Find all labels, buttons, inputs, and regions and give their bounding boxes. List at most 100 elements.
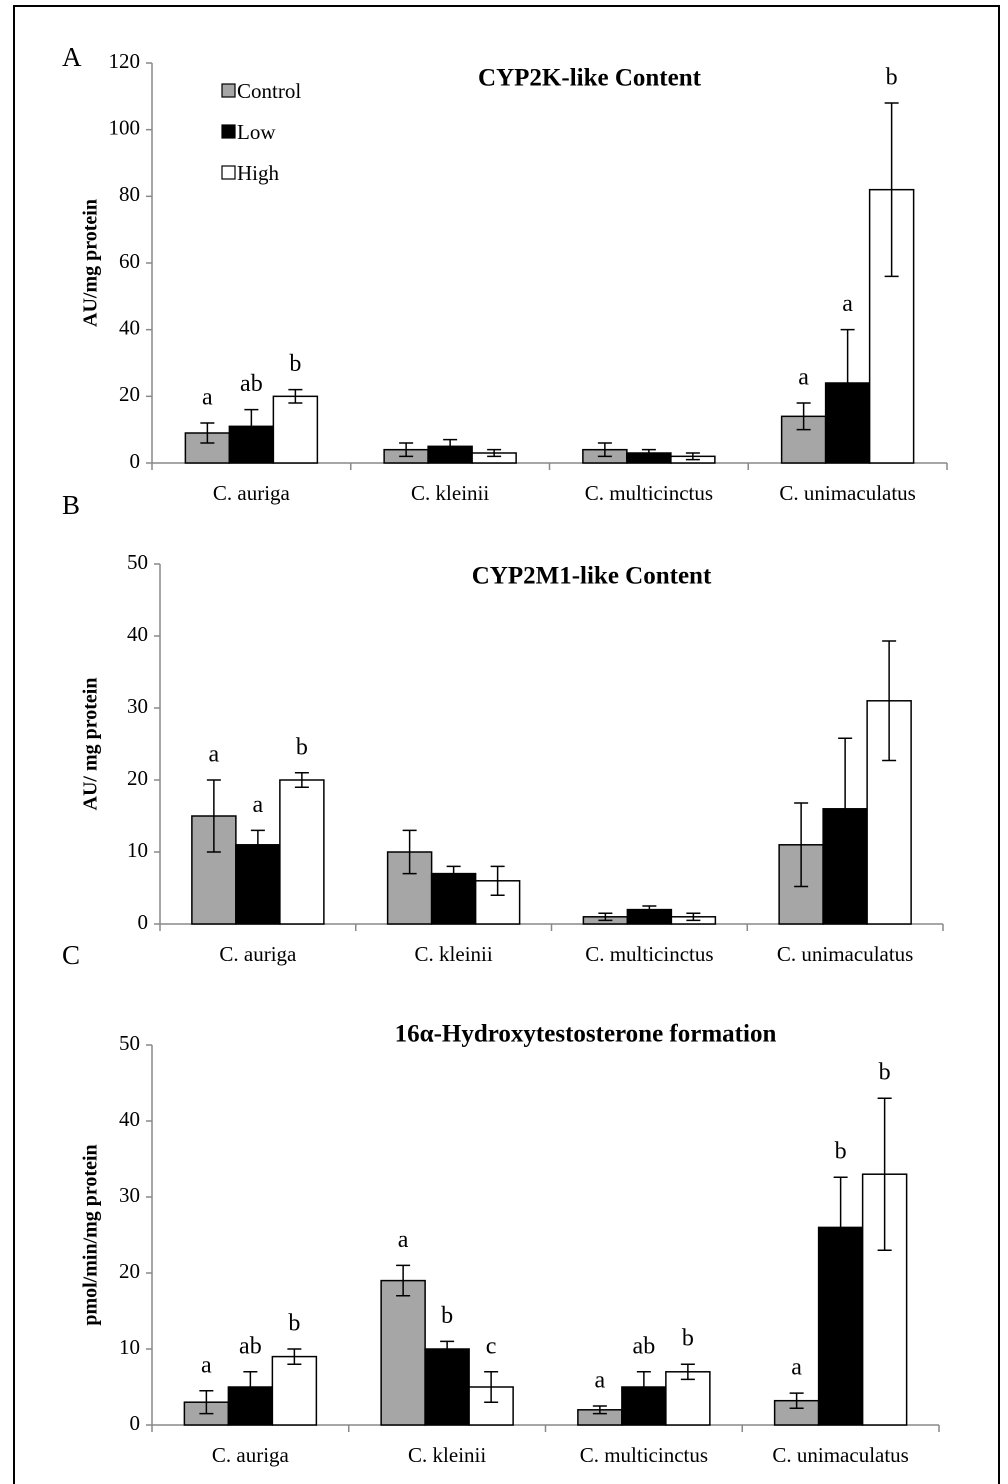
error-bar (287, 1348, 302, 1365)
significance-letter: b (835, 1139, 847, 1165)
y-tick-label: 40 (127, 622, 148, 646)
x-tick-label: C. auriga (213, 481, 291, 505)
bar (380, 1279, 426, 1426)
significance-letter: b (886, 65, 898, 91)
error-bar (641, 448, 656, 458)
x-tick-label: C. multicinctus (580, 1443, 708, 1467)
error-bar (636, 1371, 651, 1403)
error-bar (206, 779, 221, 853)
chart-title: CYP2M1-like Content (472, 563, 712, 590)
significance-letter: a (209, 742, 220, 768)
error-bar (882, 640, 897, 762)
error-bar (598, 912, 613, 922)
y-tick-label: 20 (119, 382, 140, 406)
y-tick-label: 30 (127, 694, 148, 718)
error-bar (597, 442, 612, 458)
y-tick-label: 0 (130, 1411, 141, 1435)
legend-label: High (237, 161, 280, 185)
significance-letter: b (682, 1326, 694, 1352)
y-axis-label: AU/ mg protein (80, 678, 102, 811)
error-bar (244, 408, 259, 444)
error-bar (642, 905, 657, 914)
y-tick-label: 120 (109, 49, 141, 73)
significance-letter: c (486, 1333, 497, 1359)
panel-label: C (62, 940, 80, 970)
error-bar (685, 452, 700, 461)
significance-letter: ab (240, 371, 263, 397)
y-tick-label: 20 (127, 766, 148, 790)
error-bar (840, 328, 855, 438)
error-bar (592, 1405, 607, 1415)
y-tick-label: 80 (119, 182, 140, 206)
x-tick-label: C. unimaculatus (772, 1443, 908, 1467)
error-bar (446, 865, 461, 882)
error-bar (884, 102, 899, 278)
significance-letter: b (296, 734, 308, 760)
legend-label: Control (237, 79, 301, 103)
y-tick-label: 30 (119, 1183, 140, 1207)
legend-swatch (221, 83, 236, 98)
legend-label: Low (237, 120, 276, 144)
error-bar (686, 912, 701, 922)
x-tick-label: C. kleinii (415, 942, 493, 966)
bar (665, 1371, 711, 1426)
panel-label: B (62, 490, 80, 520)
significance-letter: a (202, 385, 213, 411)
significance-letter: a (201, 1352, 212, 1378)
error-bar (789, 1392, 804, 1410)
y-tick-label: 10 (127, 838, 148, 862)
error-bar (796, 402, 811, 431)
error-bar (288, 388, 303, 404)
legend-swatch (221, 124, 236, 139)
error-bar (833, 1176, 848, 1279)
error-bar (484, 1371, 499, 1403)
error-bar (250, 829, 265, 860)
error-bar (794, 802, 809, 888)
significance-letter: a (842, 291, 853, 317)
chart-title: CYP2K-like Content (478, 65, 702, 92)
y-tick-label: 50 (119, 1031, 140, 1055)
panel-label: A (62, 42, 82, 72)
bar (424, 1348, 470, 1426)
x-tick-label: C. multicinctus (585, 942, 713, 966)
error-bar (200, 422, 215, 444)
y-axis-label: pmol/min/mg protein (80, 1144, 102, 1325)
significance-letter: a (253, 792, 264, 818)
significance-letter: b (289, 351, 301, 377)
x-tick-label: C. kleinii (411, 481, 489, 505)
y-tick-label: 60 (119, 249, 140, 273)
error-bar (487, 448, 502, 458)
bar (272, 395, 319, 464)
significance-letter: b (288, 1311, 300, 1337)
error-bar (877, 1097, 892, 1251)
x-tick-label: C. unimaculatus (779, 481, 915, 505)
significance-letter: b (441, 1303, 453, 1329)
y-tick-label: 0 (130, 449, 141, 473)
x-tick-label: C. auriga (212, 1443, 290, 1467)
y-tick-label: 20 (119, 1259, 140, 1283)
bar (279, 779, 325, 925)
error-bar (440, 1340, 455, 1358)
error-bar (490, 865, 505, 896)
chart-title: 16α-Hydroxytestosterone formation (395, 1021, 777, 1048)
error-bar (243, 1371, 258, 1403)
error-bar (838, 737, 853, 881)
error-bar (199, 1390, 214, 1415)
significance-letter: b (879, 1060, 891, 1086)
y-tick-label: 10 (119, 1335, 140, 1359)
error-bar (399, 442, 414, 458)
x-tick-label: C. auriga (219, 942, 297, 966)
legend-swatch (221, 165, 236, 180)
x-tick-label: C. multicinctus (585, 481, 713, 505)
y-tick-label: 50 (127, 550, 148, 574)
error-bar (402, 829, 417, 875)
error-bar (443, 438, 458, 454)
y-tick-label: 100 (109, 115, 141, 139)
error-bar (396, 1264, 411, 1297)
y-tick-label: 0 (138, 910, 149, 934)
error-bar (680, 1363, 695, 1381)
error-bar (294, 772, 309, 788)
bar (271, 1355, 318, 1426)
significance-letter: a (798, 365, 809, 391)
